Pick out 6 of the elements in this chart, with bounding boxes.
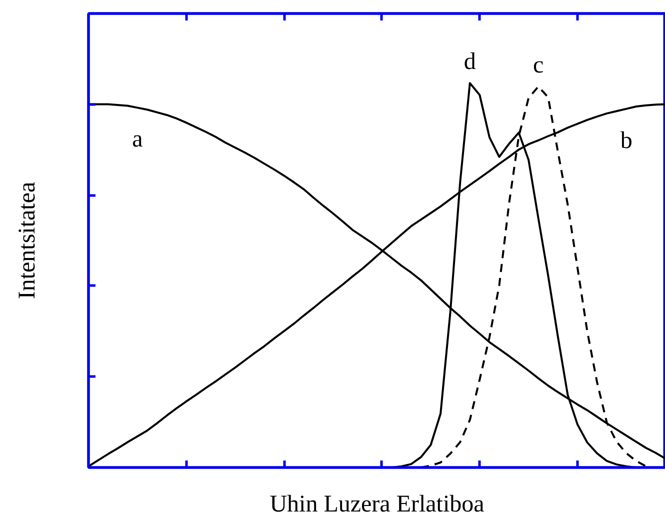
series-label: c	[533, 52, 544, 79]
series-label: b	[620, 128, 632, 154]
y-axis-title: Intentsitatea	[14, 182, 40, 300]
series-label: a	[132, 126, 144, 153]
x-axis-title: Uhin Luzera Erlatiboa	[270, 492, 485, 518]
series-label: d	[464, 49, 476, 76]
